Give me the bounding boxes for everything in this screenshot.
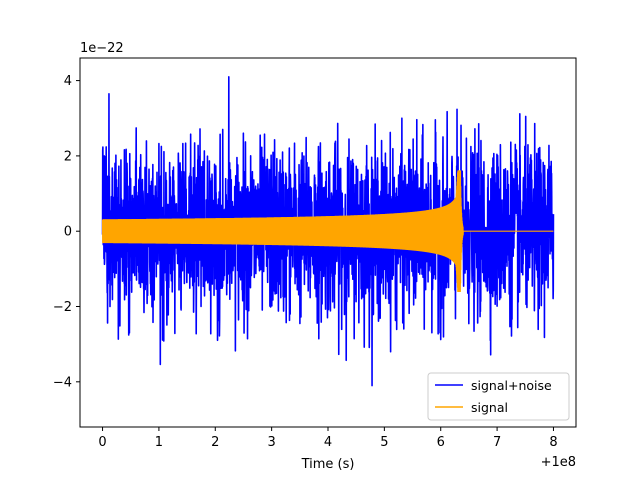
legend-label-signal-noise: signal+noise [471, 378, 552, 393]
x-tick-label: 2 [211, 435, 219, 450]
x-tick-label: 4 [324, 435, 332, 450]
series-signal-noise-line [101, 76, 555, 387]
x-offset-label: +1e8 [541, 455, 576, 470]
y-scale-label: 1e−22 [80, 41, 124, 56]
y-tick-label: 4 [64, 74, 72, 89]
legend-label-signal: signal [471, 400, 508, 415]
x-tick-label: 7 [493, 435, 501, 450]
x-tick-label: 5 [380, 435, 388, 450]
x-tick-label: 3 [267, 435, 275, 450]
x-axis: 0 1 2 3 4 5 6 7 8 [98, 427, 558, 450]
y-axis: −4 −2 0 2 4 [53, 74, 80, 390]
y-tick-label: −4 [53, 375, 72, 390]
x-tick-label: 8 [549, 435, 557, 450]
y-tick-label: 2 [64, 149, 72, 164]
y-tick-label: −2 [53, 300, 72, 315]
x-tick-label: 1 [155, 435, 163, 450]
plot-content [101, 76, 555, 387]
x-axis-label: Time (s) [301, 457, 355, 472]
x-tick-label: 6 [437, 435, 445, 450]
y-tick-label: 0 [64, 225, 72, 240]
series-signal-line [101, 170, 554, 293]
legend-box [427, 372, 570, 421]
legend: signal+noise signal [427, 372, 570, 421]
x-tick-label: 0 [98, 435, 106, 450]
